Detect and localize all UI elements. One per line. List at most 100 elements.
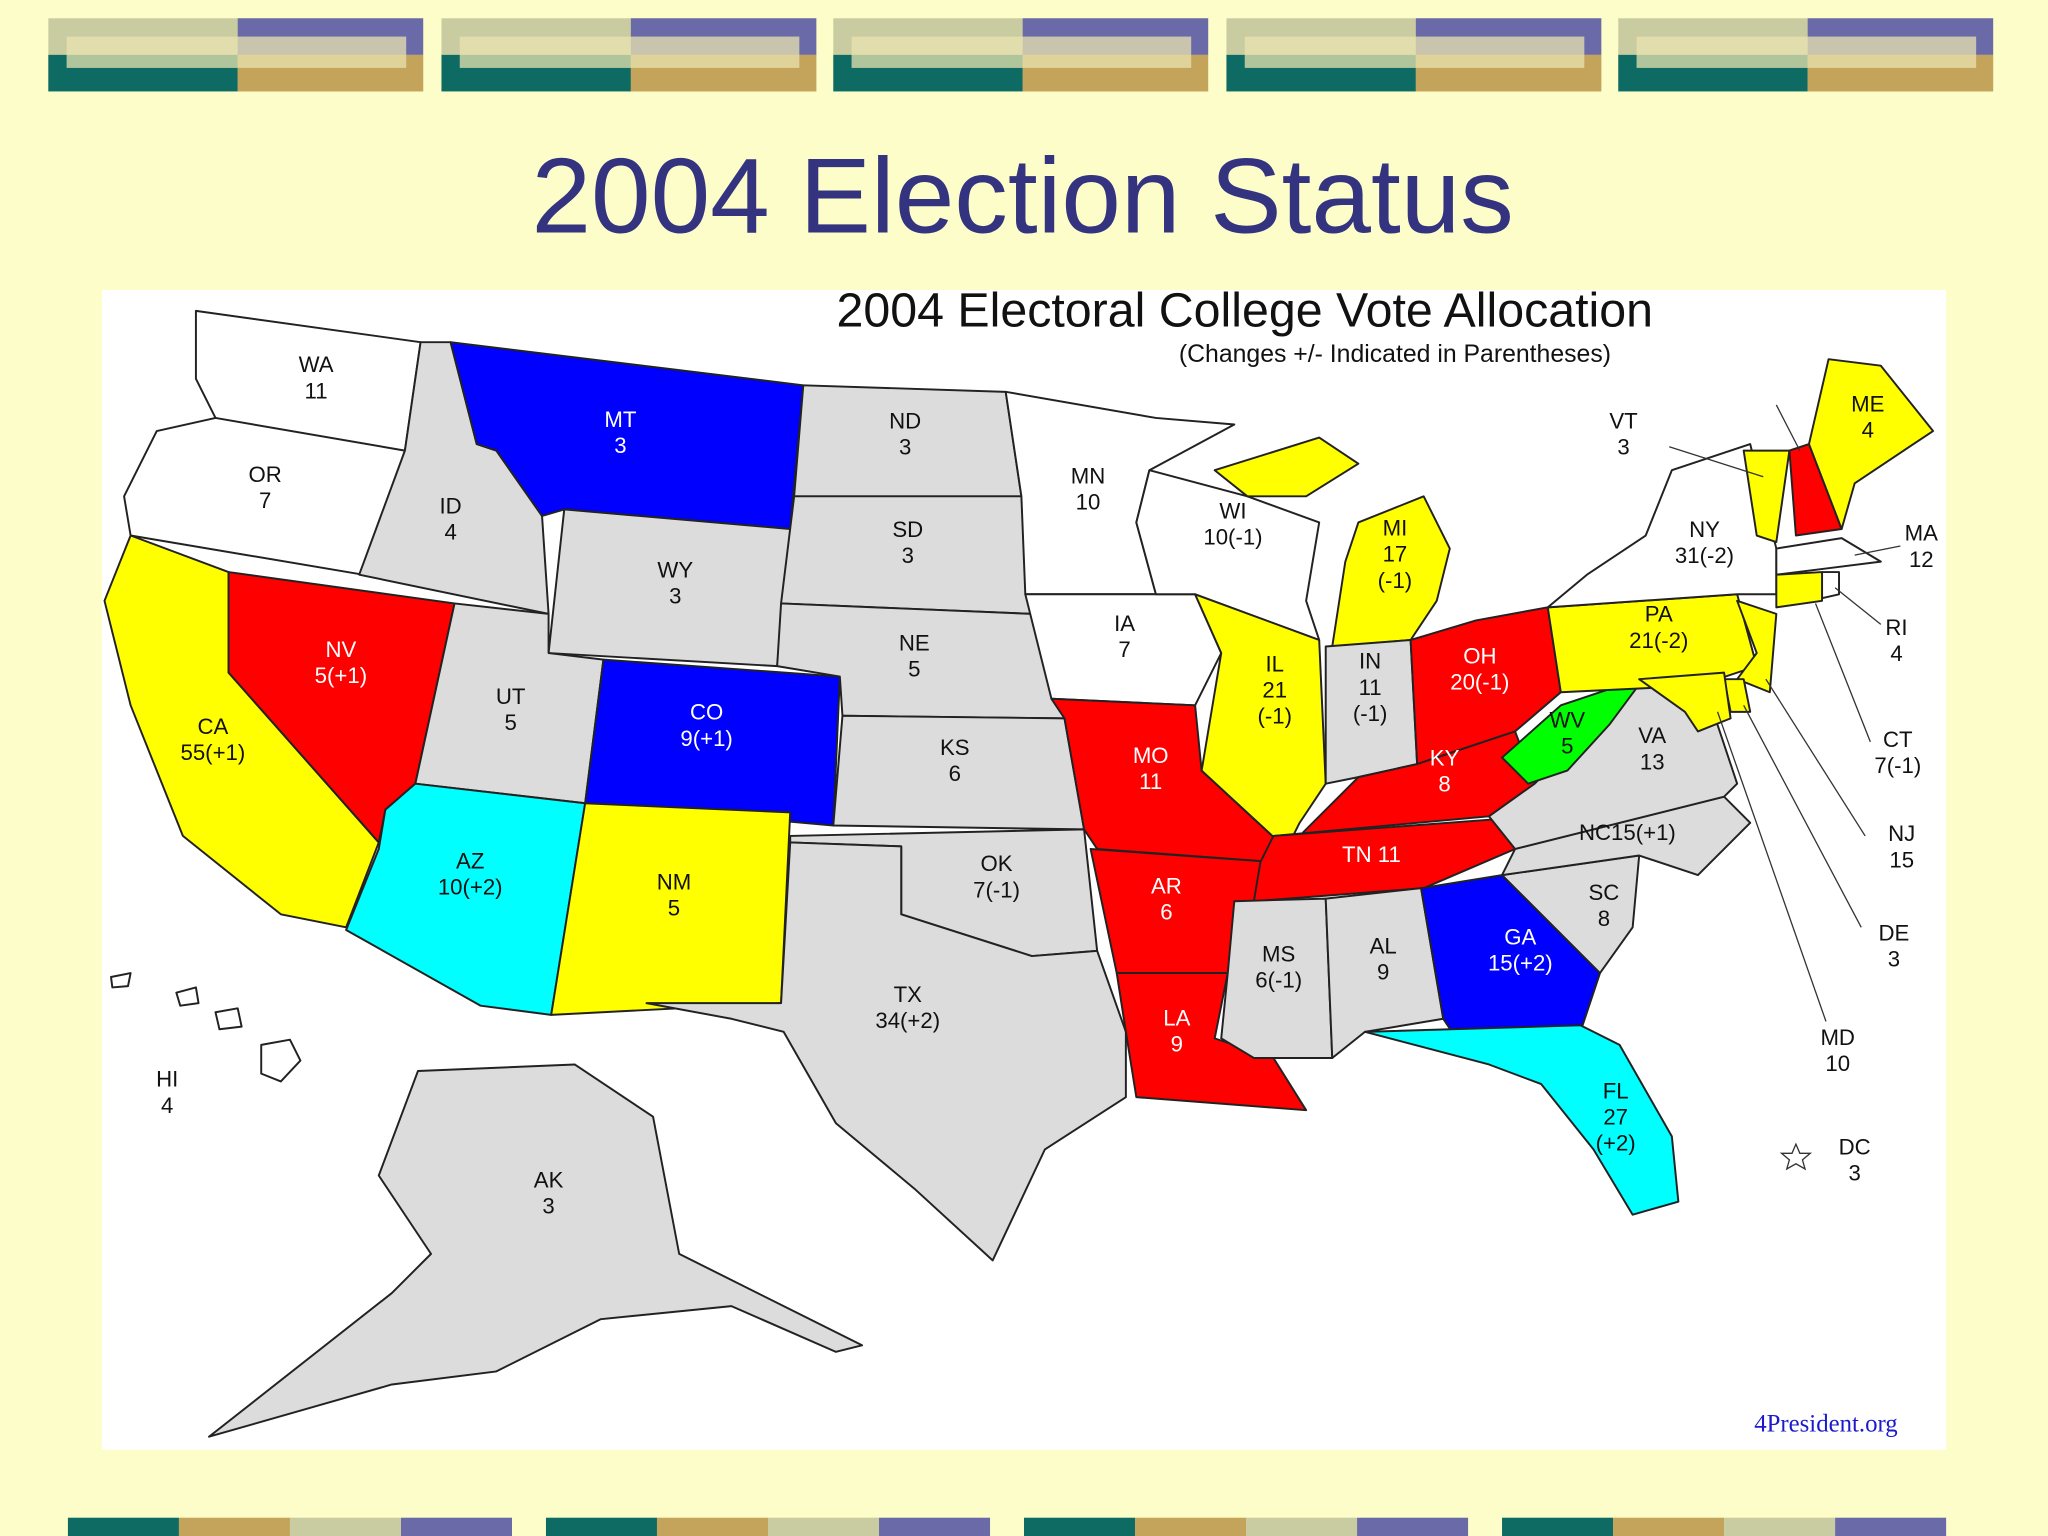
state-label: VA (1638, 723, 1666, 748)
map-title: 2004 Electoral College Vote Allocation (836, 284, 1653, 338)
state-label: 15(+2) (1488, 950, 1553, 975)
state-label: WA (299, 352, 334, 377)
state-label: VT (1609, 408, 1638, 433)
state-label: WV (1549, 708, 1585, 733)
state-label: 5 (668, 896, 680, 921)
state-shape (110, 972, 132, 989)
state-label: 3 (669, 583, 681, 608)
state-label: MD (1820, 1025, 1855, 1050)
deco-bar (545, 1517, 657, 1536)
state-label: OR (249, 462, 282, 487)
state-label: 27 (1603, 1105, 1628, 1130)
state-label: 3 (899, 435, 911, 460)
state-label: 7 (1118, 637, 1130, 662)
state-shape (1638, 671, 1732, 733)
leader-line (1743, 705, 1862, 928)
deco-bar (1135, 1517, 1247, 1536)
state-label: NE (899, 630, 930, 655)
state-label: 21(-2) (1629, 628, 1688, 653)
deco-bar (1724, 1517, 1836, 1536)
state-label: NY (1689, 517, 1720, 542)
state-label: 10 (1825, 1051, 1850, 1076)
deco-bar (1835, 1517, 1947, 1536)
state-label: AL (1370, 933, 1397, 958)
state-label: CT (1883, 727, 1913, 752)
state-label: OH (1463, 644, 1496, 669)
state-label: 9(+1) (680, 726, 732, 751)
deco-bar (1024, 1517, 1136, 1536)
state-shape (645, 841, 1127, 1262)
state-label: 3 (614, 433, 626, 458)
state-label: MO (1133, 743, 1169, 768)
state-label: AK (534, 1167, 564, 1192)
state-label: 3 (542, 1193, 554, 1218)
state-label: 4 (161, 1093, 173, 1118)
state-label: 5 (1561, 734, 1573, 759)
state-label: 17 (1383, 542, 1408, 567)
state-label: (-1) (1378, 568, 1413, 593)
state-label: 21 (1262, 677, 1287, 702)
state-label: TN 11 (1342, 842, 1401, 867)
deco-bar (178, 1517, 290, 1536)
state-label: MI (1383, 516, 1408, 541)
state-label: RI (1885, 615, 1907, 640)
state-label: AR (1151, 873, 1182, 898)
state-label: 6 (949, 761, 961, 786)
leader-line (1716, 711, 1827, 1022)
state-label: 7(-1) (1874, 753, 1921, 778)
dc-star (1779, 1142, 1813, 1171)
state-label: 6 (1160, 900, 1172, 925)
leader-line (1834, 587, 1882, 625)
leader-line (1854, 545, 1901, 556)
deco-bar (400, 1517, 512, 1536)
state-label: NV (325, 637, 356, 662)
slide-title: 2004 Election Status (532, 135, 1514, 255)
state-label: AZ (456, 849, 484, 874)
state-label: 9 (1171, 1031, 1183, 1056)
deco-bar (1613, 1517, 1725, 1536)
deco-bar (879, 1517, 991, 1536)
state-shape (1213, 436, 1360, 498)
leader-line (1669, 446, 1764, 478)
deco-block (1244, 36, 1585, 68)
deco-bar (768, 1517, 880, 1536)
state-label: NM (657, 869, 692, 894)
state-label: NC15(+1) (1579, 820, 1676, 845)
state-shape (1115, 972, 1308, 1112)
leader-line (1775, 404, 1801, 451)
state-label: 10(-1) (1203, 525, 1262, 550)
state-label: (+2) (1596, 1131, 1636, 1156)
deco-bar (67, 1517, 179, 1536)
state-label: 15 (1889, 847, 1914, 872)
state-shape (1331, 495, 1451, 648)
leader-lines (1669, 404, 1901, 1022)
state-label: 11 (305, 378, 328, 403)
map-subtitle: (Changes +/- Indicated in Parentheses) (1179, 341, 1611, 368)
state-label: WI (1219, 499, 1246, 524)
state-label: 3 (1849, 1161, 1861, 1186)
state-label: DE (1878, 920, 1909, 945)
leader-line (1814, 603, 1871, 743)
state-label: 8 (1438, 772, 1450, 797)
state-label: 10 (1076, 489, 1101, 514)
state-label: 9 (1377, 960, 1389, 985)
decoration (48, 18, 1994, 1536)
state-label: 11 (1359, 675, 1382, 700)
state-label: TX (894, 982, 923, 1007)
map-credit: 4President.org (1754, 1411, 1898, 1438)
deco-bar (289, 1517, 401, 1536)
state-shape (1775, 571, 1824, 609)
state-shape (260, 1038, 302, 1083)
state-label: IL (1266, 651, 1285, 676)
deco-block (851, 36, 1192, 68)
state-label: 13 (1640, 749, 1665, 774)
deco-bar (656, 1517, 768, 1536)
state-label: 3 (1617, 435, 1629, 460)
state-label: WY (657, 557, 693, 582)
state-label: MA (1905, 521, 1938, 546)
state-label: 4 (1862, 418, 1874, 443)
state-shape (1324, 887, 1445, 1059)
state-shape (207, 1063, 864, 1438)
state-label: 4 (1747, 388, 1759, 413)
